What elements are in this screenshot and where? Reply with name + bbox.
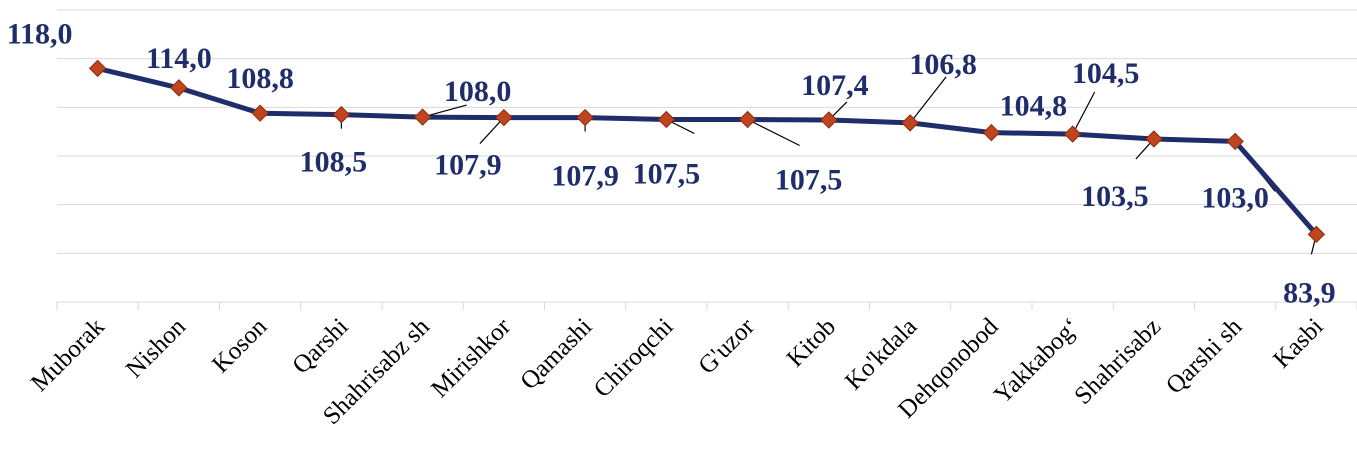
data-point-marker (576, 108, 594, 127)
x-axis-category-label: Qarshi sh (1161, 313, 1248, 400)
data-label: 114,0 (146, 42, 212, 75)
x-axis-category-label: Koson (207, 313, 273, 379)
x-axis-category-label: Nishon (121, 313, 192, 384)
data-point-marker (982, 123, 1001, 142)
label-leader-line (1072, 91, 1096, 135)
x-axis-category-label: Muborak (26, 313, 110, 397)
x-axis-category-label: Chiroqchi (589, 313, 679, 403)
x-axis-category-label: Qarshi (287, 313, 353, 379)
data-label: 118,0 (7, 17, 73, 50)
data-point-marker (1063, 125, 1082, 143)
x-axis-category-label: Kitob (782, 313, 841, 372)
data-point-marker (657, 110, 676, 129)
x-axis-category-label: G'uzor (693, 313, 760, 380)
data-point-marker (251, 104, 269, 122)
data-label: 107,5 (633, 158, 701, 191)
x-axis-category-label: Kasbi (1268, 313, 1328, 373)
x-axis-category-label: Qamashi (515, 313, 597, 395)
data-label: 103,0 (1201, 181, 1269, 214)
gridlines (57, 9, 1357, 303)
x-axis-category-label: Ko'kdala (840, 313, 922, 395)
data-label: 103,5 (1081, 180, 1149, 213)
label-leader-line (909, 76, 947, 124)
data-point-marker (495, 108, 513, 127)
data-markers (88, 59, 1326, 244)
data-point-marker (1307, 225, 1326, 244)
data-label: 104,8 (1000, 90, 1068, 123)
x-axis-category-label: Yakkabog‘ (989, 313, 1085, 409)
data-label: 106,8 (909, 48, 977, 81)
data-point-marker (332, 105, 351, 124)
x-axis-category-label: Shahrisabz (1069, 313, 1166, 410)
data-point-marker (1226, 132, 1244, 151)
label-leader-line (747, 118, 800, 147)
data-point-marker (820, 111, 838, 129)
data-label: 107,9 (434, 149, 502, 182)
data-point-marker (413, 108, 432, 126)
data-label: 107,5 (775, 164, 843, 197)
x-axis-category-label: Mirishkor (426, 313, 516, 403)
data-label: 107,4 (801, 69, 869, 102)
x-axis-ticks (56, 302, 1357, 310)
data-point-marker (170, 79, 188, 97)
data-label: 104,5 (1072, 57, 1140, 90)
data-labels: 118,0 114,0 108,8 108,5 108,0 107,9 107,9 107,5… (7, 17, 1336, 309)
data-point-marker (88, 59, 107, 78)
data-point-marker (901, 114, 919, 132)
data-label: 107,9 (551, 160, 619, 193)
data-label: 83,9 (1283, 276, 1336, 309)
data-label: 108,5 (300, 146, 368, 179)
data-label: 108,0 (444, 75, 512, 108)
series-line (95, 65, 1319, 237)
data-point-marker (1145, 130, 1163, 148)
data-label: 108,8 (226, 62, 294, 95)
data-point-marker (738, 110, 757, 129)
